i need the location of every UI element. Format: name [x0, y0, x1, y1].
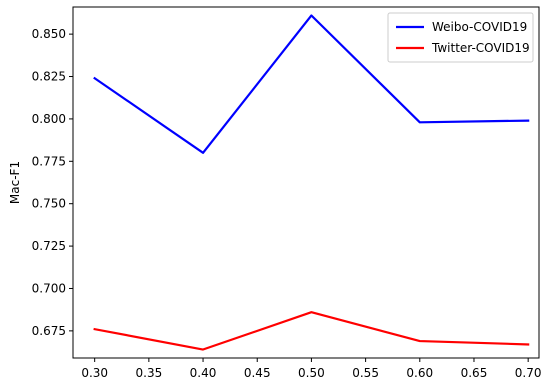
- y-tick-label: 0.775: [32, 154, 66, 168]
- x-tick-label: 0.50: [298, 366, 325, 380]
- x-tick-label: 0.65: [461, 366, 488, 380]
- y-tick-label: 0.750: [32, 197, 66, 211]
- y-tick-label: 0.800: [32, 112, 66, 126]
- axis-ticks: 0.30 0.35 0.40 0.45 0.50 0.55 0.60 0.65 0.70 0.67…: [32, 27, 542, 380]
- plot-area-frame: [72, 6, 540, 359]
- series-line-1: [93, 311, 530, 351]
- x-tick-label: 0.55: [352, 366, 379, 380]
- x-tick-label: 0.40: [190, 366, 217, 380]
- legend: Weibo-COVID19 Twitter-COVID19: [387, 12, 534, 63]
- series-lines: [93, 14, 530, 351]
- x-tick-label: 0.35: [136, 366, 163, 380]
- y-tick-label: 0.675: [32, 324, 66, 338]
- legend-box: [387, 12, 534, 63]
- legend-label-0: Weibo-COVID19: [432, 20, 527, 34]
- x-tick-label: 0.45: [244, 366, 271, 380]
- series-line-0: [93, 14, 530, 154]
- y-axis-label: Mac-F1: [8, 161, 22, 204]
- legend-label-1: Twitter-COVID19: [431, 41, 530, 55]
- y-tick-label: 0.850: [32, 27, 66, 41]
- y-tick-label: 0.700: [32, 281, 66, 295]
- x-tick-label: 0.60: [406, 366, 433, 380]
- y-tick-label: 0.725: [32, 239, 66, 253]
- x-tick-label: 0.30: [81, 366, 108, 380]
- y-tick-label: 0.825: [32, 70, 66, 84]
- x-tick-label: 0.70: [515, 366, 542, 380]
